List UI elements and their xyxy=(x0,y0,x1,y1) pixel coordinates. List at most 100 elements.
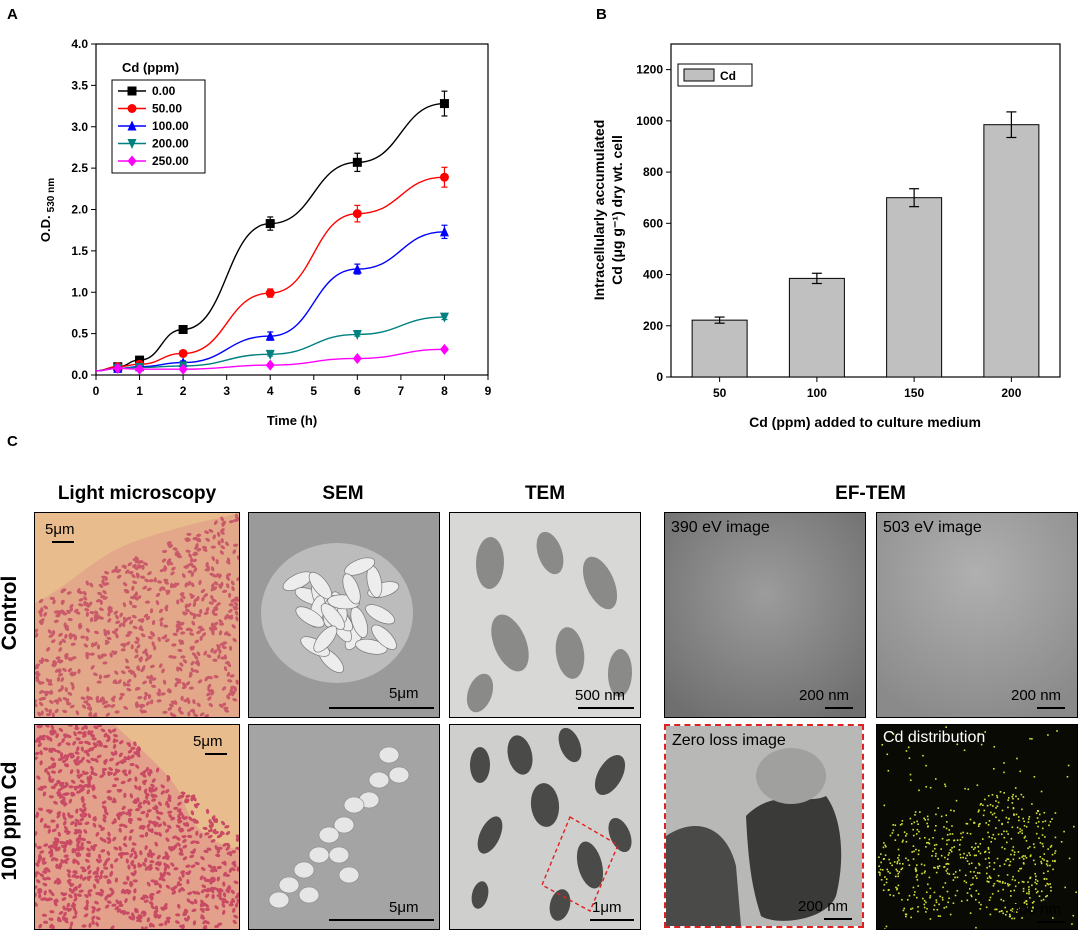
light-control-image: 5μm xyxy=(34,512,240,718)
y-tick-label-a: 0.5 xyxy=(71,327,88,341)
scalebar xyxy=(824,918,852,920)
zero-loss-image: Zero loss image 200 nm xyxy=(664,724,864,928)
svg-text:O.D.530 nm: O.D.530 nm xyxy=(38,178,57,242)
y-tick-label-b: 1000 xyxy=(636,114,663,128)
light-cd-image: 5μm xyxy=(34,724,240,930)
x-tick-label-a: 0 xyxy=(93,384,100,398)
y-tick-label-a: 3.0 xyxy=(71,120,88,134)
legend-title-a: Cd (ppm) xyxy=(122,60,179,75)
ef503-label: 503 eV image xyxy=(883,519,982,536)
accumulation-bar-chart: 0 200 400 600 800 1000 1200 50 100 150 200 Cd Cd (… xyxy=(591,43,1061,430)
zoom-region-box xyxy=(541,815,619,912)
x-tick-label-a: 2 xyxy=(180,384,187,398)
data-point xyxy=(439,343,449,355)
bar xyxy=(983,124,1040,378)
x-tick-label-b: 100 xyxy=(807,386,827,400)
legend-swatch-b xyxy=(683,68,715,82)
scalebar xyxy=(1037,921,1065,923)
light-control-scale: 5μm xyxy=(45,521,75,538)
cd-distribution-label: Cd distribution xyxy=(883,729,986,746)
panel-a-letter: A xyxy=(7,6,18,23)
bar xyxy=(886,197,943,378)
x-tick-label-a: 8 xyxy=(441,384,448,398)
tem-control-image: 500 nm xyxy=(449,512,641,718)
x-tick-label-a: 6 xyxy=(354,384,361,398)
data-point xyxy=(178,348,188,358)
tem-cd-image: 1μm xyxy=(449,724,641,930)
x-tick-label-b: 50 xyxy=(713,386,727,400)
scalebar xyxy=(578,707,634,709)
legend-entry-a: 100.00 xyxy=(152,119,189,133)
y-tick-label-b: 800 xyxy=(643,165,663,179)
panel-c-letter: C xyxy=(7,433,18,450)
bar xyxy=(788,277,845,378)
data-point xyxy=(352,329,362,340)
y-tick-label-b: 1200 xyxy=(636,63,663,77)
x-tick-label-a: 4 xyxy=(267,384,274,398)
x-tick-label-a: 7 xyxy=(398,384,405,398)
growth-curve-chart: 0 1 2 3 4 5 6 7 8 9 0.0 0.5 1.0 1.5 2.0 2.5 3.0 3.5 4.0 Cd… xyxy=(38,37,492,428)
data-point xyxy=(439,172,449,182)
tem-cd-scale: 1μm xyxy=(592,899,622,916)
svg-text:Cd (μg g⁻¹) dry wt. cell: Cd (μg g⁻¹) dry wt. cell xyxy=(609,135,625,285)
data-point xyxy=(439,226,449,237)
y-tick-label-b: 600 xyxy=(643,216,663,230)
ef390-scale: 200 nm xyxy=(799,687,850,704)
legend-entry-a: 0.00 xyxy=(152,84,176,98)
data-point xyxy=(352,263,362,274)
data-point xyxy=(352,157,362,167)
col-head-light: Light microscopy xyxy=(57,483,217,504)
legend-label-b: Cd xyxy=(720,69,736,83)
col-head-eftem: EF-TEM xyxy=(835,483,906,504)
series-250.00 xyxy=(95,343,449,375)
cd-distribution-image: Cd distribution 200 nm xyxy=(876,724,1078,930)
panel-b-letter: B xyxy=(596,6,607,23)
legend-b: Cd xyxy=(677,63,753,87)
sem-cd-scale: 5μm xyxy=(389,899,419,916)
data-point xyxy=(127,104,137,113)
y-tick-label-a: 2.0 xyxy=(71,203,88,217)
legend-entry-a: 50.00 xyxy=(152,102,182,116)
scalebar xyxy=(329,707,434,709)
data-point xyxy=(127,139,137,149)
data-point xyxy=(127,155,137,167)
x-tick-label-a: 3 xyxy=(223,384,230,398)
ef390-image: 390 eV image 200 nm xyxy=(664,512,866,718)
y-tick-label-a: 1.5 xyxy=(71,244,88,258)
data-point xyxy=(135,363,145,375)
series-line xyxy=(95,176,445,372)
data-point xyxy=(352,209,362,219)
y-tick-label-b: 400 xyxy=(643,268,663,282)
scalebar xyxy=(52,541,74,543)
legend-entry-a: 200.00 xyxy=(152,137,189,151)
plot-frame-b xyxy=(670,43,1061,378)
bar xyxy=(691,319,748,378)
row-head-control: Control xyxy=(0,575,21,651)
x-tick-label-b: 150 xyxy=(904,386,924,400)
scalebar xyxy=(329,919,434,921)
data-point xyxy=(265,219,275,229)
y-tick-label-b: 0 xyxy=(656,370,663,384)
data-point xyxy=(265,349,275,360)
y-tick-label-b: 200 xyxy=(643,319,663,333)
data-point xyxy=(265,330,275,341)
legend-entry-a: 250.00 xyxy=(152,154,189,168)
tem-control-scale: 500 nm xyxy=(575,687,626,704)
y-tick-label-a: 0.0 xyxy=(71,368,88,382)
light-cd-scale: 5μm xyxy=(193,733,223,750)
data-point xyxy=(178,363,188,375)
zero-loss-label: Zero loss image xyxy=(672,732,786,749)
col-head-sem: SEM xyxy=(322,483,364,504)
x-tick-label-a: 5 xyxy=(310,384,317,398)
y-tick-label-a: 3.5 xyxy=(71,78,88,92)
x-tick-label-b: 200 xyxy=(1001,386,1021,400)
series-0.00 xyxy=(95,90,449,372)
data-point xyxy=(127,120,137,131)
scalebar xyxy=(205,753,227,755)
row-head-cd: 100 ppm Cd xyxy=(0,761,21,881)
sem-cd-image: 5μm xyxy=(248,724,440,930)
sem-control-image: 5μm xyxy=(248,512,440,718)
sem-control-scale: 5μm xyxy=(389,685,419,702)
ef390-label: 390 eV image xyxy=(671,519,770,536)
data-point xyxy=(265,288,275,298)
